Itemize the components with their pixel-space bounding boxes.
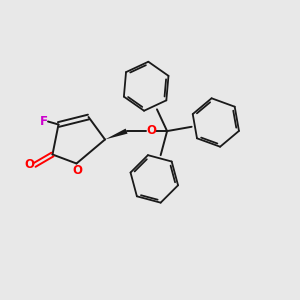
Text: O: O — [72, 164, 82, 177]
Polygon shape — [105, 129, 128, 140]
Text: F: F — [40, 115, 47, 128]
Text: O: O — [24, 158, 34, 171]
Text: O: O — [146, 124, 157, 137]
